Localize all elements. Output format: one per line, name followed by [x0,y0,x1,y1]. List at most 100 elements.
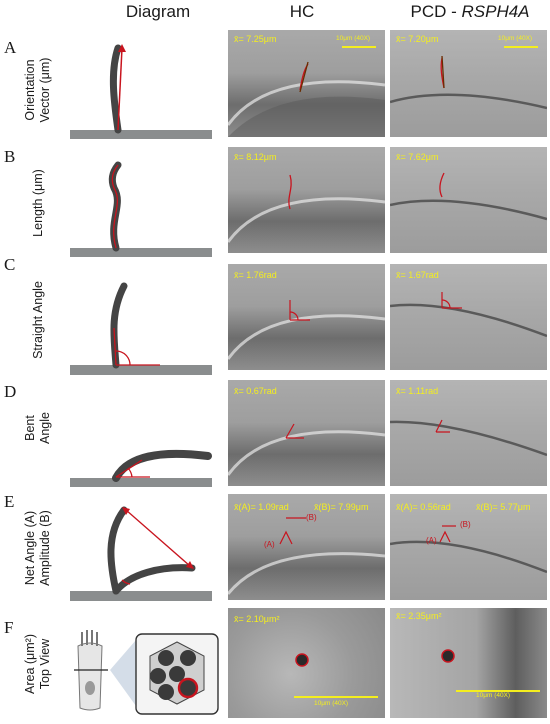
diagram-net-angle-amplitude [70,506,212,601]
hc-column-header: HC [289,2,315,21]
pcd-value-e-b: x̄(B)= 5.77μm [476,502,531,512]
row-label-d: Bent Angle [18,368,58,488]
row-letter-b: B [4,147,16,166]
scale-label: 10μm (40X) [336,35,371,42]
row-label-line: Vector (μm) [38,57,52,123]
cell-texture [228,423,385,476]
microtubule [169,666,185,682]
orientation-vector-arrow [117,47,123,131]
row-letter-e: E [4,492,15,511]
row-letter-f: F [4,618,14,637]
ground-bar [70,130,212,139]
pcd-value-d: x̄= 1.11rad [396,386,439,396]
zoom-wedge [110,640,136,706]
hc-value-c: x̄= 1.76rad [234,270,277,280]
pcd-mark-b: (B) [460,520,471,529]
row-label-b: Length (μm) [18,143,58,263]
row-letter-c: C [4,255,16,274]
straight-line [113,327,117,366]
row-label-f: Area (μm²) Top View [18,604,58,724]
hc-panel-c: x̄= 1.76rad [228,264,385,370]
row-letter-d: D [4,382,17,401]
row-label-line: Amplitude (B) [38,510,52,586]
row-label-line: Angle [38,412,52,444]
cell-texture [390,525,547,574]
scale-bar [504,46,538,48]
row-label-line: Net Angle (A) [23,510,37,586]
diagram-length [70,161,212,257]
arrow-head [186,561,194,569]
arrow-head [118,44,126,52]
scale-bar [294,696,378,698]
cell-texture [228,517,385,595]
cell-texture [228,300,385,360]
cell-texture [390,292,547,338]
row-label-line: Top View [38,638,52,690]
pcd-gene: RSPH4A [461,2,530,21]
hc-value-d: x̄= 0.67rad [234,386,277,396]
hc-panel-e: x̄(A)= 1.09rad x̄(B)= 7.99μm (B) (A) [228,494,385,600]
cell-texture [441,649,455,663]
ground-bar [70,248,212,257]
pcd-value-f: x̄= 2.35μm² [396,611,442,621]
ground-bar [70,591,212,601]
pcd-panel-c: x̄= 1.67rad [390,264,547,370]
row-label-line: Area (μm²) [23,634,37,694]
cell-texture [295,653,309,667]
hc-value-e-b: x̄(B)= 7.99μm [314,502,369,512]
diagram-straight-angle [70,282,212,375]
diagram-orientation-vector [70,44,212,139]
amplitude-arrow [125,509,191,567]
angle-arc [121,579,131,585]
cell-texture [228,61,385,137]
pcd-prefix: PCD - [410,2,462,21]
row-label-line: Bent [23,415,37,441]
cilium-bent [112,564,196,595]
pcd-column-header: PCD - RSPH4A [390,2,550,22]
angle-arc [115,350,131,366]
cell-texture [390,419,547,457]
hc-mark-b: (B) [306,513,317,522]
hc-panel-a: x̄= 7.25μm 10μm (40X) [228,30,385,137]
microtubule [180,650,196,666]
pcd-panel-f: x̄= 2.35μm² 10μm (40X) [390,608,547,718]
cell-texture [390,172,547,221]
pcd-value-b: x̄= 7.62μm [396,152,439,162]
cell-texture [390,55,547,110]
scale-bar [342,46,376,48]
hc-panel-b: x̄= 8.12μm [228,147,385,253]
scale-bar [456,690,540,692]
hc-mark-a: (A) [264,540,275,549]
traced-vector [299,61,309,93]
microtubule-highlighted [177,677,199,699]
scale-label: 10μm (40X) [498,35,533,42]
row-label-e: Net Angle (A) Amplitude (B) [18,488,58,608]
cilium [107,506,128,595]
diagram-area-top-view [74,630,219,715]
pcd-value-a: x̄= 7.20μm [396,34,439,44]
diagram-column-header: Diagram [125,2,191,21]
row-label-line: Orientation [23,59,37,121]
traced-cilium [439,172,445,198]
pcd-panel-d: x̄= 1.11rad [390,380,547,486]
hc-value-e-a: x̄(A)= 1.09rad [234,502,289,512]
pcd-panel-e: x̄(A)= 0.56rad x̄(B)= 5.77μm (B) (A) [390,494,547,600]
row-label-line: Length (μm) [30,169,45,237]
pcd-panel-b: x̄= 7.62μm [390,147,547,253]
diagram-bent-angle [70,449,212,487]
row-letter-a: A [4,38,17,57]
ground-bar [70,365,212,375]
microtubule [158,684,174,700]
cell-illustration [74,630,108,711]
hc-value-f: x̄= 2.10μm² [234,614,280,624]
row-label-c: Straight Angle [18,260,58,380]
cell-texture [228,174,385,243]
row-label-a: Orientation Vector (μm) [18,30,58,150]
arrow-head [122,507,130,515]
hc-value-b: x̄= 8.12μm [234,152,277,162]
pcd-value-e-a: x̄(A)= 0.56rad [396,502,451,512]
microtubule [158,650,174,666]
pcd-mark-a: (A) [426,536,437,545]
scale-label: 10μm (40X) [476,692,511,699]
microtubule [150,668,166,684]
